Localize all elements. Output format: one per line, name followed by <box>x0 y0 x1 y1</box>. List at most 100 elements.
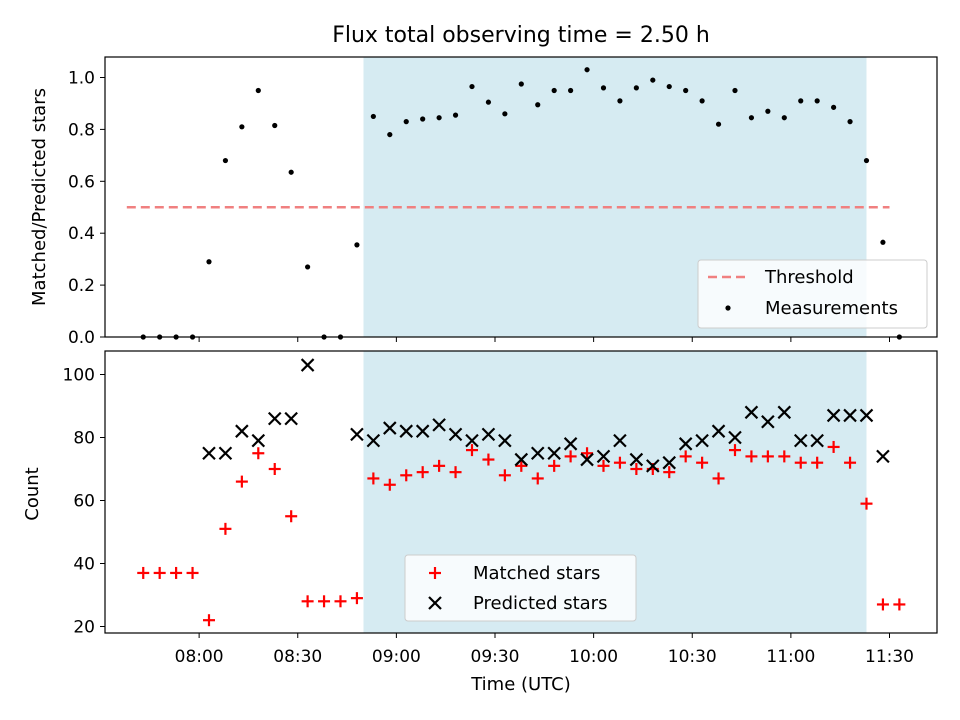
measurement-point <box>288 169 294 175</box>
matched-star-point <box>416 466 429 479</box>
predicted-star-point <box>202 446 216 461</box>
matched-star-point <box>202 614 215 627</box>
matched-star-point <box>827 440 840 453</box>
matched-star-point <box>252 447 265 460</box>
measurement-point <box>535 102 541 108</box>
bottom-ytick-label: 100 <box>63 366 95 386</box>
predicted-star-point <box>498 433 512 448</box>
predicted-star-point <box>646 459 660 473</box>
legend-measurements-label: Measurements <box>765 298 898 319</box>
bottom-legend-box <box>404 554 637 622</box>
matched-star-point <box>712 472 725 485</box>
matched-star-point <box>696 456 709 469</box>
matched-star-point <box>794 456 807 469</box>
matched-star-point <box>400 469 413 482</box>
bottom-legend: Matched stars Predicted stars <box>404 554 637 622</box>
measurement-point <box>436 115 442 121</box>
matched-star-point <box>515 459 528 472</box>
measurement-point <box>387 131 393 138</box>
measurement-point <box>485 99 492 105</box>
predicted-star-point <box>251 433 266 448</box>
bottom-ytick-label: 60 <box>73 492 95 512</box>
measurement-point <box>831 104 837 110</box>
measurement-point <box>617 98 623 104</box>
predicted-star-point <box>366 433 381 448</box>
top-ylabel: Matched/Predicted stars <box>29 88 50 306</box>
bottom-xtick-label: 11:00 <box>766 647 815 667</box>
measurement-point <box>222 157 229 164</box>
measurement-point <box>452 112 459 118</box>
matched-star-point <box>334 595 347 608</box>
predicted-star-point <box>547 446 561 461</box>
predicted-star-point <box>218 446 233 461</box>
predicted-star-point <box>481 427 496 442</box>
matched-star-point <box>285 510 298 523</box>
bottom-xtick-label: 08:30 <box>273 647 322 667</box>
measurement-point <box>239 124 245 130</box>
predicted-star-point <box>761 414 775 429</box>
predicted-star-point <box>744 405 759 420</box>
measurement-point <box>798 98 804 104</box>
top-legend: Threshold Measurements <box>697 259 928 329</box>
predicted-star-point <box>530 446 545 461</box>
predicted-star-point <box>728 430 742 445</box>
bottom-xlabel: Time (UTC) <box>470 674 571 695</box>
bottom-ytick-label: 40 <box>73 555 95 575</box>
matched-star-point <box>679 450 692 463</box>
measurement-point <box>568 87 574 94</box>
bottom-ylabel: Count <box>22 467 43 520</box>
bottom-xtick-label: 08:00 <box>175 647 224 667</box>
predicted-star-point <box>777 405 792 420</box>
matched-star-point <box>564 450 577 463</box>
measurement-point <box>863 157 870 164</box>
matched-star-point <box>728 444 741 457</box>
legend-predicted-label: Predicted stars <box>473 593 607 614</box>
top-legend-box <box>697 259 928 329</box>
legend-matched-swatch <box>429 567 441 579</box>
top-ytick-label: 0.6 <box>68 172 95 192</box>
measurement-point <box>633 85 639 91</box>
measurement-point <box>699 98 705 104</box>
predicted-star-point <box>448 427 463 442</box>
matched-star-point <box>893 598 906 611</box>
matched-star-point <box>778 450 791 463</box>
legend-predicted-swatch <box>428 596 442 610</box>
predicted-star-point <box>826 408 841 423</box>
matched-star-point <box>219 522 232 535</box>
predicted-star-point <box>711 424 726 438</box>
predicted-star-point <box>678 437 693 451</box>
matched-star-point <box>482 453 495 466</box>
predicted-star-point <box>843 408 857 423</box>
predicted-star-point <box>629 452 644 467</box>
matched-star-point <box>367 472 380 485</box>
bottom-xtick-label: 11:30 <box>865 647 914 667</box>
predicted-star-point <box>810 433 824 448</box>
predicted-star-point <box>876 449 890 464</box>
legend-matched-label: Matched stars <box>473 563 600 584</box>
measurement-point <box>847 119 853 125</box>
matched-star-point <box>186 566 199 579</box>
measurement-point <box>715 121 722 127</box>
matched-star-point <box>663 466 676 479</box>
measurement-point <box>354 242 360 248</box>
measurement-point <box>305 264 311 270</box>
measurement-point <box>683 87 689 94</box>
predicted-star-point <box>432 418 446 432</box>
predicted-star-point <box>235 424 249 438</box>
matched-star-point <box>137 566 150 579</box>
matched-star-point <box>318 595 331 608</box>
matched-star-point <box>548 459 561 472</box>
measurement-point <box>880 239 886 245</box>
matched-star-point <box>383 478 396 491</box>
matched-star-point <box>235 475 248 488</box>
matched-star-point <box>613 456 626 469</box>
measurement-point <box>551 87 557 94</box>
measurement-point <box>502 111 508 117</box>
bottom-ytick-label: 80 <box>73 429 95 449</box>
matched-star-point <box>860 497 873 510</box>
measurement-point <box>518 81 524 87</box>
predicted-star-point <box>695 433 709 448</box>
matched-star-point <box>449 466 462 479</box>
predicted-star-point <box>465 433 479 448</box>
